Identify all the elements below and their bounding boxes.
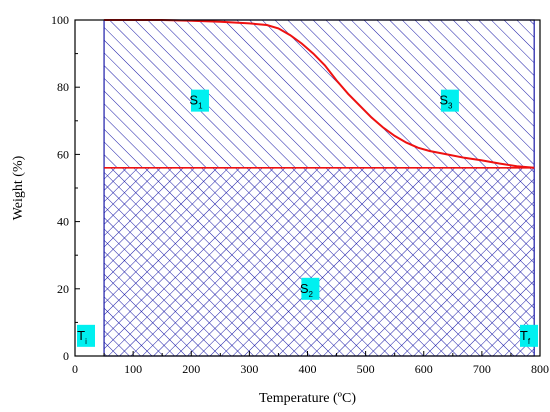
label-t-initial: Ti — [77, 328, 87, 346]
x-tick-label: 700 — [473, 362, 491, 376]
y-axis-ticks: 0 20 40 60 80 100 — [51, 13, 80, 363]
y-tick-label: 80 — [57, 80, 69, 94]
label-t-final-bg — [520, 324, 538, 347]
region-labels: S1 S3 S2 Ti Tf — [77, 89, 538, 347]
x-axis-ticks: 0 100 200 300 400 500 600 700 800 — [72, 351, 549, 376]
x-tick-label: 300 — [240, 362, 258, 376]
y-tick-label: 60 — [57, 147, 69, 161]
label-s1-bg — [190, 89, 209, 112]
x-axis-title: Temperature (ºC) — [259, 391, 356, 406]
x-tick-label: 500 — [357, 362, 375, 376]
label-t-initial-bg — [77, 324, 95, 347]
label-s3: S3 — [439, 93, 453, 111]
label-t-final: Tf — [520, 328, 531, 346]
region-s1-area — [104, 20, 535, 168]
x-tick-label: 800 — [531, 362, 549, 376]
series-weight-curve — [104, 19, 535, 169]
label-s2: S2 — [300, 281, 314, 299]
y-tick-label: 40 — [57, 215, 69, 229]
region-s3-area — [104, 20, 535, 168]
y-tick-label: 0 — [63, 349, 69, 363]
x-tick-label: 400 — [299, 362, 317, 376]
label-s2-bg — [301, 277, 320, 300]
label-s3-bg — [440, 89, 459, 112]
y-tick-label: 20 — [57, 282, 69, 296]
y-axis-title: Weight (%) — [11, 155, 26, 220]
x-tick-label: 0 — [72, 362, 78, 376]
region-s2-area — [104, 167, 535, 356]
label-s1: S1 — [189, 93, 203, 111]
x-tick-label: 200 — [182, 362, 200, 376]
x-tick-label: 100 — [124, 362, 142, 376]
y-tick-label: 100 — [51, 13, 69, 27]
x-tick-label: 600 — [415, 362, 433, 376]
